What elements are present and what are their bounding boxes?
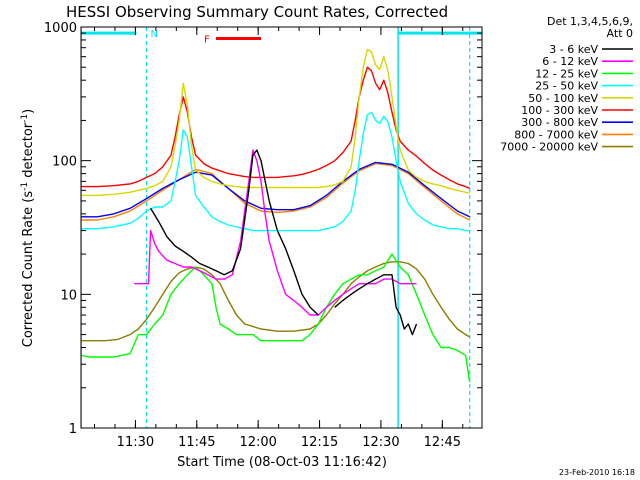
series-line-6-12-kev [134, 149, 417, 316]
x-tick-label-5: 12:45 [424, 435, 461, 450]
legend-label-3: 25 - 50 keV [535, 80, 598, 93]
y-axis-label-part3: ) [21, 109, 36, 114]
x-axis-label: Start Time (08-Oct-03 11:16:42) [177, 455, 387, 470]
legend-label-1: 6 - 12 keV [542, 55, 598, 68]
plot-frame [80, 26, 483, 429]
legend-label-8: 7000 - 20000 keV [500, 141, 598, 154]
y-tick-label-0: 1 [69, 422, 77, 437]
series-line-800-7000-kev [81, 162, 471, 221]
series-line-12-25-kev [81, 253, 471, 383]
x-tick-label-0: 11:30 [117, 435, 154, 450]
y-axis-label: Corrected Count Rate (s-1 detector-1) [20, 109, 36, 347]
legend-label-6: 300 - 800 keV [521, 116, 598, 129]
x-tick-label-2: 12:00 [239, 435, 276, 450]
plot-timestamp: 23-Feb-2010 16:18 [559, 468, 635, 477]
series-line-100-300-kev [81, 66, 470, 190]
legend-label-0: 3 - 6 keV [549, 43, 598, 56]
y-tick-label-1: 10 [60, 288, 77, 303]
legend-header-attenuator: Att 0 [607, 27, 633, 40]
y-axis-label-sup2: -1 [20, 114, 30, 123]
y-tick-label-2: 100 [52, 155, 77, 170]
series-line-3-6-kev-day-2- [334, 274, 418, 336]
y-axis-label-sup1: -1 [20, 182, 30, 191]
flare-marker: F [204, 35, 210, 46]
x-tick-label-1: 11:45 [178, 435, 215, 450]
y-axis-label-part2: detector [21, 122, 36, 182]
x-axis-ticks: 11:30 11:45 12:00 12:15 12:30 12:45 [94, 27, 464, 450]
series-line-300-800-kev [81, 161, 470, 218]
series-layer [81, 48, 471, 383]
x-tick-label-4: 12:30 [362, 435, 399, 450]
y-axis-label-part1: Corrected Count Rate (s [21, 191, 36, 348]
legend-label-7: 800 - 7000 keV [514, 128, 598, 141]
series-line-3-6-kev [150, 149, 319, 316]
y-tick-label-3: 1000 [44, 21, 77, 36]
night-marker: N [150, 29, 157, 40]
series-line-50-100-kev [81, 48, 470, 197]
legend-label-2: 12 - 25 keV [535, 67, 598, 80]
series-line-25-50-kev [81, 111, 470, 232]
x-tick-label-3: 12:15 [301, 435, 338, 450]
chart-title: HESSI Observing Summary Count Rates, Cor… [66, 3, 448, 21]
legend-header-detectors: Det 1,3,4,5,6,9, [547, 15, 633, 28]
y-axis-ticks: 1 10 100 1000 [44, 21, 482, 437]
series-line-7000-20000-kev [81, 261, 471, 342]
legend-label-5: 100 - 300 keV [521, 104, 598, 117]
legend-label-4: 50 - 100 keV [528, 92, 598, 105]
